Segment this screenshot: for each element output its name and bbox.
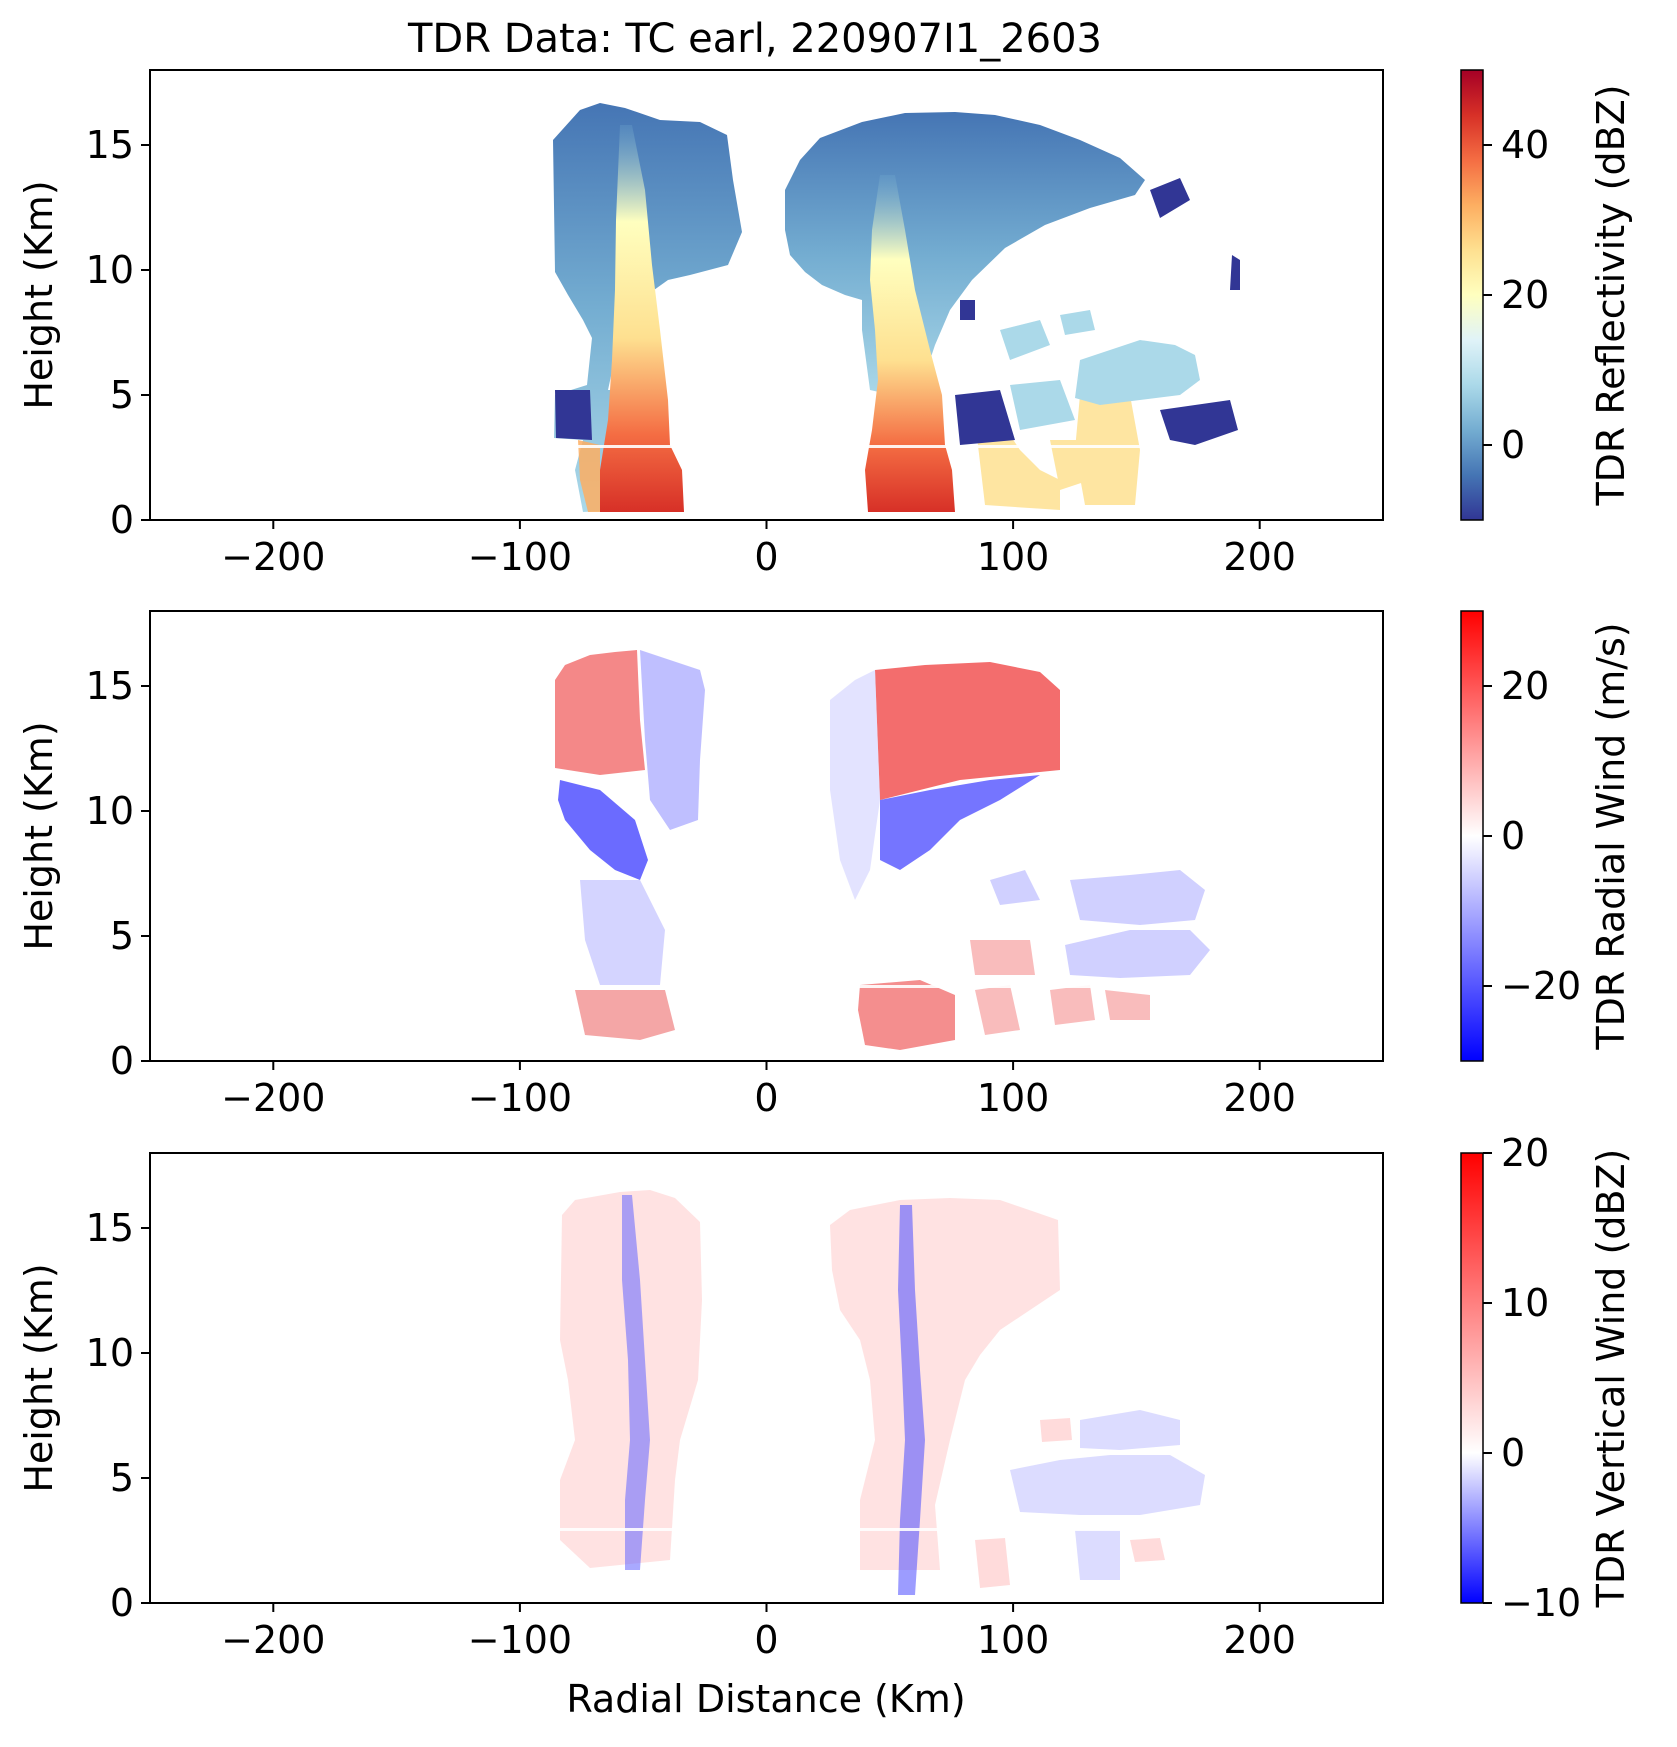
x-tick-label: 100 [977, 1076, 1050, 1120]
radial-wind-west-lower [580, 880, 665, 985]
reflectivity-colorbar-label: TDR Reflectivity (dBZ) [1589, 84, 1633, 506]
colorbar-tick-label: −20 [1501, 964, 1581, 1008]
y-tick-label: 5 [110, 373, 134, 417]
radial-wind-colorbar-label: TDR Radial Wind (m/s) [1589, 622, 1633, 1050]
x-tick-label: 200 [1223, 1076, 1296, 1120]
colorbar-tick-label: 40 [1501, 123, 1549, 167]
x-tick-label: 0 [754, 1076, 778, 1120]
x-tick-label: 200 [1223, 1618, 1296, 1662]
vertical-wind-east-rainbands [1010, 1410, 1205, 1580]
radial-wind-east-upper-positive [875, 662, 1060, 800]
colorbar-tick-label: 20 [1501, 664, 1549, 708]
radial-wind-west-upper-positive [555, 650, 645, 775]
colorbar-tick-label: 0 [1501, 1431, 1525, 1475]
reflectivity-gap-line [555, 445, 1145, 448]
x-tick-label: −200 [221, 1076, 325, 1120]
reflectivity-colorbar: 0 20 40 TDR Reflectivity (dBZ) [1460, 69, 1633, 521]
x-axis-label: Radial Distance (Km) [566, 1677, 965, 1721]
x-tick-label: 200 [1223, 535, 1296, 579]
x-tick-label: −100 [468, 535, 572, 579]
y-tick-label: 0 [110, 1581, 134, 1625]
vertical-wind-y-label: Height (Km) [17, 1263, 61, 1492]
radial-wind-y-label: Height (Km) [17, 721, 61, 950]
colorbar-tick-label: 0 [1501, 814, 1525, 858]
radial-wind-field [555, 650, 1210, 1050]
x-tick-label: 100 [977, 535, 1050, 579]
vertical-wind-gap-line [555, 1528, 1145, 1531]
y-tick-label: 0 [110, 498, 134, 542]
vertical-wind-colorbar: −10 0 10 20 TDR Vertical Wind (dBZ) [1460, 1131, 1633, 1625]
reflectivity-colorbar-ticks: 0 20 40 [1483, 123, 1549, 467]
vertical-wind-ticks: −200 −100 0 100 200 0 5 10 15 [86, 1206, 1296, 1662]
radial-wind-west-midlevel-negative [558, 780, 648, 880]
vertical-wind-colorbar-gradient [1460, 1152, 1484, 1604]
vertical-wind-east-updraft-column [898, 1205, 925, 1595]
reflectivity-colorbar-gradient [1460, 69, 1484, 521]
reflectivity-midlevel-cells [1000, 310, 1200, 430]
radial-wind-east-low-positive [858, 980, 955, 1050]
radial-wind-colorbar-ticks: −20 0 20 [1483, 664, 1581, 1008]
vertical-wind-east-small-cells [975, 1418, 1165, 1588]
y-tick-label: 10 [86, 789, 134, 833]
radial-wind-east-rainband-positive [970, 940, 1150, 1035]
radial-wind-west-low-positive [575, 990, 675, 1040]
x-tick-label: −100 [468, 1076, 572, 1120]
vertical-wind-east-envelope [830, 1198, 1060, 1570]
y-tick-label: 15 [86, 664, 134, 708]
y-tick-label: 15 [86, 1206, 134, 1250]
colorbar-tick-label: 0 [1501, 423, 1525, 467]
reflectivity-west-lowlevel [578, 440, 600, 512]
x-tick-label: 100 [977, 1618, 1050, 1662]
reflectivity-east-core [865, 175, 955, 512]
y-tick-label: 10 [86, 1331, 134, 1375]
vertical-wind-axes-frame [149, 1152, 1384, 1604]
reflectivity-east-rainbands [975, 395, 1140, 510]
x-tick-label: −200 [221, 1618, 325, 1662]
reflectivity-west-envelope [553, 103, 742, 512]
reflectivity-field [553, 103, 1240, 512]
colorbar-tick-label: 10 [1501, 1281, 1549, 1325]
radial-wind-axes-frame [149, 610, 1384, 1062]
radial-wind-west-upper-negative [640, 650, 705, 830]
radial-wind-colorbar: −20 0 20 TDR Radial Wind (m/s) [1460, 610, 1633, 1062]
y-tick-label: 5 [110, 1456, 134, 1500]
y-tick-label: 15 [86, 123, 134, 167]
reflectivity-y-label: Height (Km) [17, 180, 61, 409]
y-tick-label: 5 [110, 914, 134, 958]
radial-wind-east-upper-light [830, 670, 880, 900]
colorbar-tick-label: 20 [1501, 1131, 1549, 1175]
y-tick-label: 10 [86, 248, 134, 292]
radial-wind-gap-line [555, 985, 1145, 988]
radial-wind-colorbar-gradient [1460, 610, 1484, 1062]
vertical-wind-colorbar-label: TDR Vertical Wind (dBZ) [1589, 1149, 1633, 1609]
reflectivity-edge-echoes [555, 178, 1240, 445]
colorbar-tick-label: 20 [1501, 273, 1549, 317]
vertical-wind-field [555, 1190, 1205, 1595]
y-tick-label: 0 [110, 1039, 134, 1083]
reflectivity-ticks: −200 −100 0 100 200 0 5 10 15 [86, 123, 1296, 579]
x-tick-label: −200 [221, 535, 325, 579]
colorbar-tick-label: −10 [1501, 1581, 1581, 1625]
vertical-wind-colorbar-ticks: −10 0 10 20 [1483, 1131, 1581, 1625]
x-tick-label: −100 [468, 1618, 572, 1662]
x-tick-label: 0 [754, 1618, 778, 1662]
radial-wind-ticks: −200 −100 0 100 200 0 5 10 15 [86, 664, 1296, 1120]
radial-wind-east-outer-negative [990, 870, 1210, 978]
radial-wind-east-midlevel-negative [880, 775, 1040, 870]
panel-reflectivity: −200 −100 0 100 200 0 5 10 15 0 20 40 TDR Reflecti… [17, 69, 1633, 579]
figure-title: TDR Data: TC earl, 220907I1_2603 [407, 16, 1102, 62]
x-tick-label: 0 [754, 535, 778, 579]
vertical-wind-west-updraft-column [622, 1195, 650, 1570]
reflectivity-axes-frame [149, 69, 1384, 521]
reflectivity-west-core [600, 125, 684, 512]
